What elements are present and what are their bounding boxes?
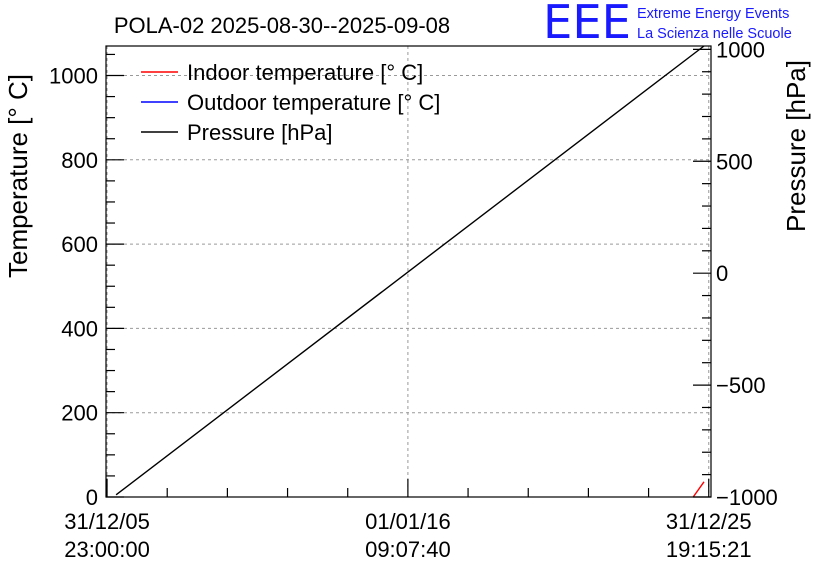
series-line-indoor-temperature-c <box>692 481 705 498</box>
y-axis-title: Temperature [° C] <box>3 74 33 278</box>
y2-tick-label: −500 <box>716 373 766 398</box>
legend-label: Pressure [hPa] <box>187 120 333 145</box>
tick-labels: 31/12/05 23:00:00 01/01/16 09:07:40 31/12/25… <box>49 37 778 562</box>
y-tick-label: 200 <box>61 401 98 426</box>
logo-line-2: La Scienza nelle Scuole <box>637 26 792 42</box>
y2-tick-label: 1000 <box>716 37 765 62</box>
grid <box>106 46 711 497</box>
eee-logo: EEE Extreme Energy Events La Scienza nel… <box>543 0 792 49</box>
x-tick-label-time: 09:07:40 <box>365 537 451 562</box>
x-tick-label-date: 01/01/16 <box>365 509 451 534</box>
y-tick-label: 800 <box>61 148 98 173</box>
plot-frame <box>105 45 712 498</box>
x-tick-label-date: 31/12/25 <box>666 509 752 534</box>
x-tick-label-time: 23:00:00 <box>64 537 150 562</box>
x-tick-label-time: 19:15:21 <box>666 537 752 562</box>
chart-title: POLA-02 2025-08-30--2025-09-08 <box>114 13 450 38</box>
y-tick-label: 600 <box>61 232 98 257</box>
y2-tick-label: 0 <box>716 261 728 286</box>
series-layer <box>115 45 705 498</box>
legend-label: Outdoor temperature [° C] <box>187 90 440 115</box>
y-tick-label: 1000 <box>49 64 98 89</box>
logo-line-1: Extreme Energy Events <box>637 6 789 22</box>
y2-tick-label: 500 <box>716 149 753 174</box>
legend-label: Indoor temperature [° C] <box>187 60 423 85</box>
legend: Indoor temperature [° C] Outdoor temperat… <box>141 60 440 145</box>
x-tick-label-date: 31/12/05 <box>64 509 150 534</box>
y-tick-label: 0 <box>86 485 98 510</box>
y2-axis-title: Pressure [hPa] <box>781 60 811 232</box>
axis-ticks <box>106 48 711 498</box>
eee-logo-mark: EEE <box>543 0 631 49</box>
series-line-pressure-hpa <box>115 45 705 496</box>
y2-tick-label: −1000 <box>716 485 778 510</box>
y-tick-label: 400 <box>61 316 98 341</box>
